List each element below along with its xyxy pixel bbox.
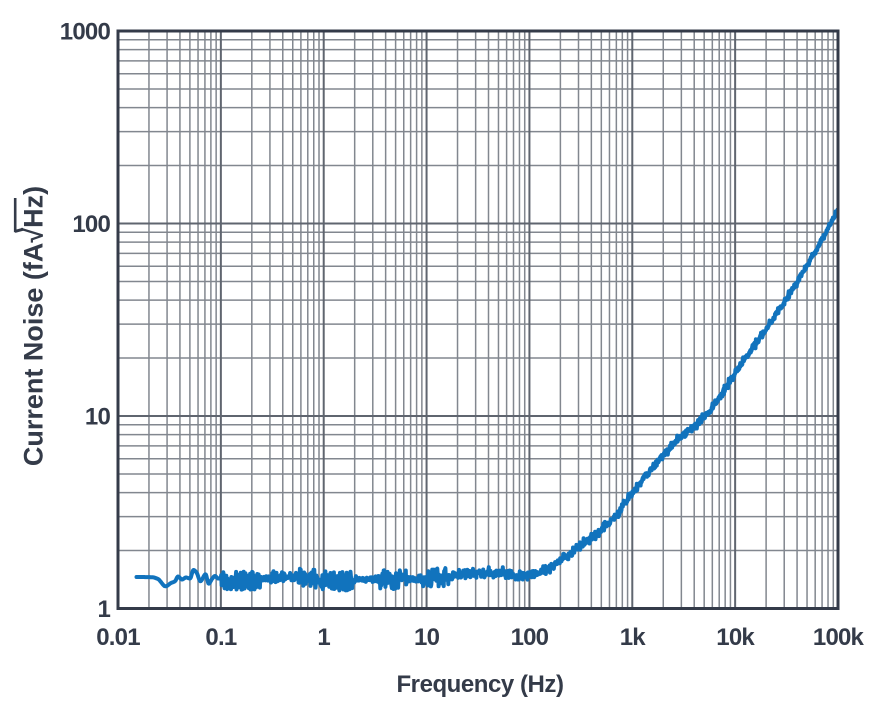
svg-text:1k: 1k [620,624,647,651]
svg-text:1: 1 [97,596,110,623]
svg-text:1: 1 [317,624,330,651]
svg-text:10: 10 [85,404,111,431]
svg-text:100k: 100k [813,624,865,651]
svg-text:10: 10 [414,624,440,651]
svg-text:Current Noise (fA√Hz): Current Noise (fA√Hz) [19,186,49,466]
svg-text:10k: 10k [716,624,755,651]
svg-text:100: 100 [511,624,549,651]
svg-text:0.01: 0.01 [96,624,140,651]
svg-text:0.1: 0.1 [205,624,236,651]
svg-text:100: 100 [72,211,110,238]
svg-text:Frequency (Hz): Frequency (Hz) [396,671,563,698]
svg-text:1000: 1000 [60,19,111,46]
